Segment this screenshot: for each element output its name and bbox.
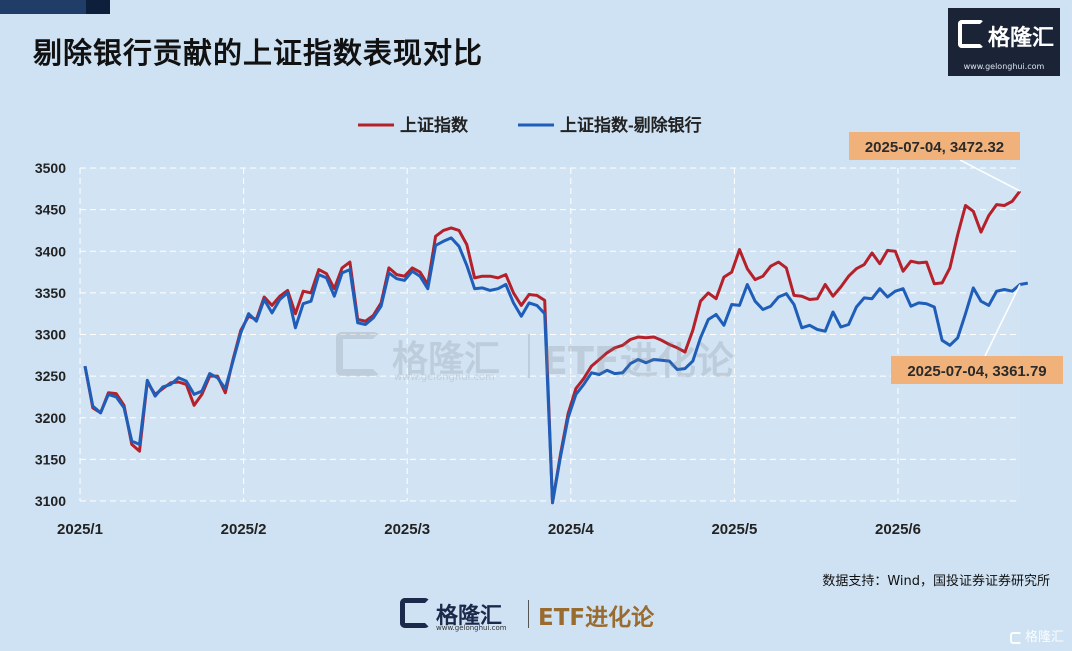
callout-box-1 xyxy=(849,132,1020,160)
watermark: 格隆汇 www.gelonghui.com ETF进化论 xyxy=(336,328,796,388)
x-tick-label: 2025/5 xyxy=(711,521,757,538)
callout-leader-1 xyxy=(959,159,1021,192)
series-line-2 xyxy=(83,236,1029,505)
watermark-divider xyxy=(528,334,530,378)
chart-callouts: 2025-07-04, 3472.32 2025-07-04, 3361.79 xyxy=(849,132,1063,384)
y-tick-label: 3150 xyxy=(35,451,66,467)
corner-accent-block xyxy=(0,0,110,14)
logo-site-text: www.gelonghui.com xyxy=(963,62,1045,71)
corner-logo-icon xyxy=(1009,631,1022,644)
legend-label-1: 上证指数 xyxy=(400,115,469,135)
corner-watermark: 格隆汇 xyxy=(1009,626,1064,645)
footer-logo-icon xyxy=(400,598,430,628)
y-tick-label: 3300 xyxy=(35,327,66,343)
y-tick-label: 3400 xyxy=(35,243,66,259)
y-tick-label: 3100 xyxy=(35,493,66,509)
footer-brand-site: www.gelonghui.com xyxy=(436,624,507,632)
page-title: 剔除银行贡献的上证指数表现对比 xyxy=(33,36,484,70)
chart-axes: 3100 3150 3200 3250 3300 3350 3400 3450 3500 2025… xyxy=(35,160,921,538)
data-source-note: 数据支持：Wind，国投证券证券研究所 xyxy=(822,574,1050,589)
watermark-text-2: ETF进化论 xyxy=(542,339,734,383)
logo-brand-text: 格隆汇 xyxy=(988,26,1055,51)
logo-badge: 格隆汇 www.gelonghui.com xyxy=(948,8,1060,76)
chart-legend: 上证指数 上证指数-剔除银行 xyxy=(358,115,702,135)
watermark-text-1: 格隆汇 xyxy=(392,339,501,380)
chart-series xyxy=(83,190,1029,505)
legend-label-2: 上证指数-剔除银行 xyxy=(560,115,702,135)
corner-accent-dark xyxy=(86,0,110,14)
y-tick-label: 3500 xyxy=(35,160,66,176)
y-tick-label: 3450 xyxy=(35,202,66,218)
y-tick-label: 3200 xyxy=(35,410,66,426)
x-tick-label: 2025/1 xyxy=(57,521,103,538)
footer-brand-2: ETF进化论 xyxy=(538,605,655,631)
y-tick-label: 3350 xyxy=(35,285,66,301)
callout-text-1: 2025-07-04, 3472.32 xyxy=(865,139,1004,156)
x-tick-label: 2025/6 xyxy=(875,521,921,538)
corner-watermark-text: 格隆汇 xyxy=(1024,630,1064,645)
x-tick-label: 2025/2 xyxy=(221,521,267,538)
footer-brand-1: 格隆汇 xyxy=(436,604,503,629)
callout-text-2: 2025-07-04, 3361.79 xyxy=(907,363,1046,380)
x-tick-label: 2025/4 xyxy=(548,521,595,538)
x-tick-label: 2025/3 xyxy=(384,521,430,538)
g-logo-icon xyxy=(958,20,984,48)
footer-divider xyxy=(528,600,529,628)
y-tick-label: 3250 xyxy=(35,368,66,384)
callout-leader-2 xyxy=(984,284,1021,357)
watermark-site: www.gelonghui.com xyxy=(394,372,495,383)
callout-box-2 xyxy=(891,356,1063,384)
watermark-logo-icon xyxy=(336,332,380,376)
